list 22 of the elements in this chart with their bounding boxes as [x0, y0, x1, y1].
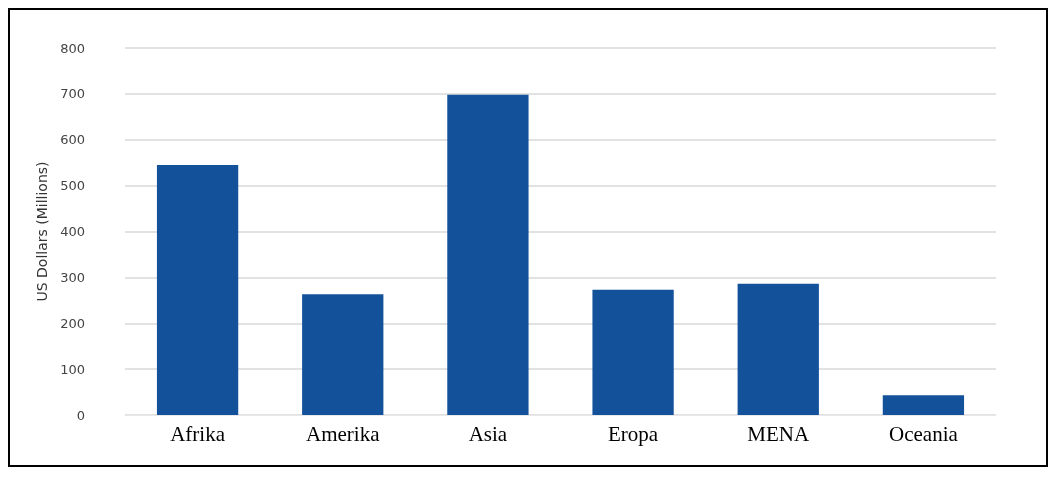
y-tick-label: 800 [60, 40, 85, 56]
bar [882, 395, 965, 415]
x-tick-label: Asia [468, 421, 508, 446]
bar [156, 164, 239, 415]
x-tick-label: Amerika [306, 421, 381, 446]
bar [302, 294, 384, 415]
x-tick-label: Oceania [889, 421, 959, 446]
x-tick-label: Eropa [608, 421, 659, 446]
bar [592, 289, 674, 415]
y-tick-label: 300 [60, 269, 85, 285]
y-tick-label: 600 [60, 132, 85, 148]
bar [737, 283, 819, 415]
bar [447, 94, 529, 415]
y-tick-label: 100 [60, 361, 85, 377]
x-tick-label: MENA [747, 421, 810, 446]
y-tick-label: 700 [60, 86, 85, 102]
y-tick-label: 0 [76, 407, 85, 423]
y-axis-title: US Dollars (Millions) [34, 161, 51, 302]
y-tick-label: 400 [60, 224, 85, 239]
y-tick-label: 200 [60, 315, 85, 331]
x-tick-label: Afrika [170, 421, 226, 446]
y-tick-label: 500 [60, 178, 85, 194]
